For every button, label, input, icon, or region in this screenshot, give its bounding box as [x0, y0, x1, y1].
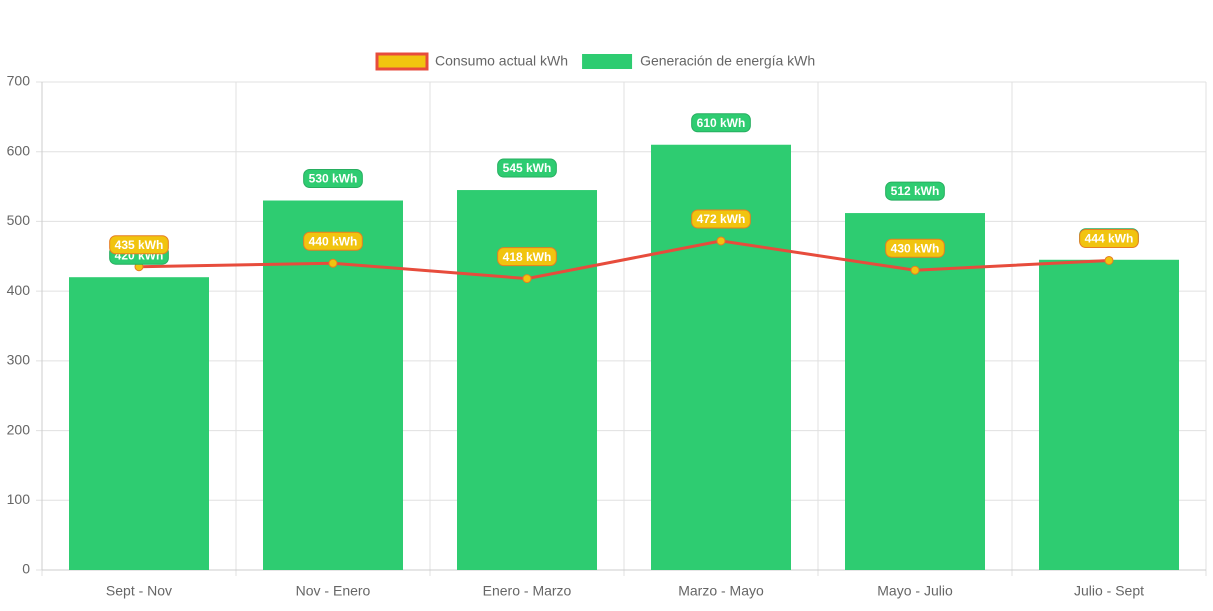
value-label: 472 kWh [691, 209, 751, 229]
x-tick-label: Mayo - Julio [877, 583, 953, 599]
value-label: 610 kWh [691, 113, 751, 133]
value-label: 530 kWh [303, 169, 363, 189]
value-label-box [885, 181, 945, 201]
x-tick-label: Nov - Enero [296, 583, 371, 599]
value-label: 418 kWh [497, 247, 557, 267]
bar [263, 200, 403, 570]
point [716, 236, 726, 246]
value-label: 435 kWh [109, 235, 169, 255]
value-label: 512 kWh [885, 181, 945, 201]
x-tick-label: Sept - Nov [106, 583, 172, 599]
value-label-box [691, 209, 751, 229]
value-label-box [109, 235, 169, 255]
y-tick-label: 400 [7, 282, 31, 298]
value-label-box [691, 113, 751, 133]
legend-label: Generación de energía kWh [640, 53, 815, 69]
value-label-text: 512 kWh [891, 184, 940, 198]
bar [651, 144, 791, 570]
value-label: 440 kWh [303, 231, 363, 251]
value-label-text: 530 kWh [309, 172, 358, 186]
y-tick-label: 500 [7, 212, 31, 228]
x-tick-label: Julio - Sept [1074, 583, 1144, 599]
legend-swatch [375, 52, 429, 71]
value-label-box [885, 238, 945, 258]
value-label-box [303, 231, 363, 251]
value-label: 444 kWh [1079, 228, 1139, 248]
bar [1039, 259, 1179, 570]
point [1104, 255, 1114, 265]
y-tick-label: 600 [7, 142, 31, 158]
value-label-text: 430 kWh [891, 241, 940, 255]
y-tick-label: 0 [22, 561, 30, 577]
value-label-box [303, 169, 363, 189]
value-label: 545 kWh [497, 158, 557, 178]
y-tick-label: 700 [7, 73, 31, 89]
value-label-box [497, 247, 557, 267]
value-label-text: 440 kWh [309, 234, 358, 248]
point [910, 265, 920, 275]
value-label-box [1079, 228, 1139, 248]
value-label-text: 472 kWh [697, 212, 746, 226]
value-label-text: 435 kWh [115, 238, 164, 252]
point [522, 274, 532, 284]
bar [457, 190, 597, 571]
x-tick-label: Enero - Marzo [483, 583, 572, 599]
legend-label: Consumo actual kWh [435, 53, 568, 69]
value-label: 430 kWh [885, 238, 945, 258]
value-label-text: 444 kWh [1085, 232, 1134, 246]
line [138, 239, 1110, 281]
value-label-text: 545 kWh [503, 161, 552, 175]
bar [69, 277, 209, 570]
value-label-box [497, 158, 557, 178]
value-label-text: 610 kWh [697, 116, 746, 130]
y-tick-label: 100 [7, 491, 31, 507]
y-tick-label: 200 [7, 421, 31, 437]
value-label-text: 418 kWh [503, 250, 552, 264]
x-tick-label: Marzo - Mayo [678, 583, 764, 599]
point [328, 258, 338, 268]
y-tick-label: 300 [7, 352, 31, 368]
legend-swatch [582, 54, 633, 69]
